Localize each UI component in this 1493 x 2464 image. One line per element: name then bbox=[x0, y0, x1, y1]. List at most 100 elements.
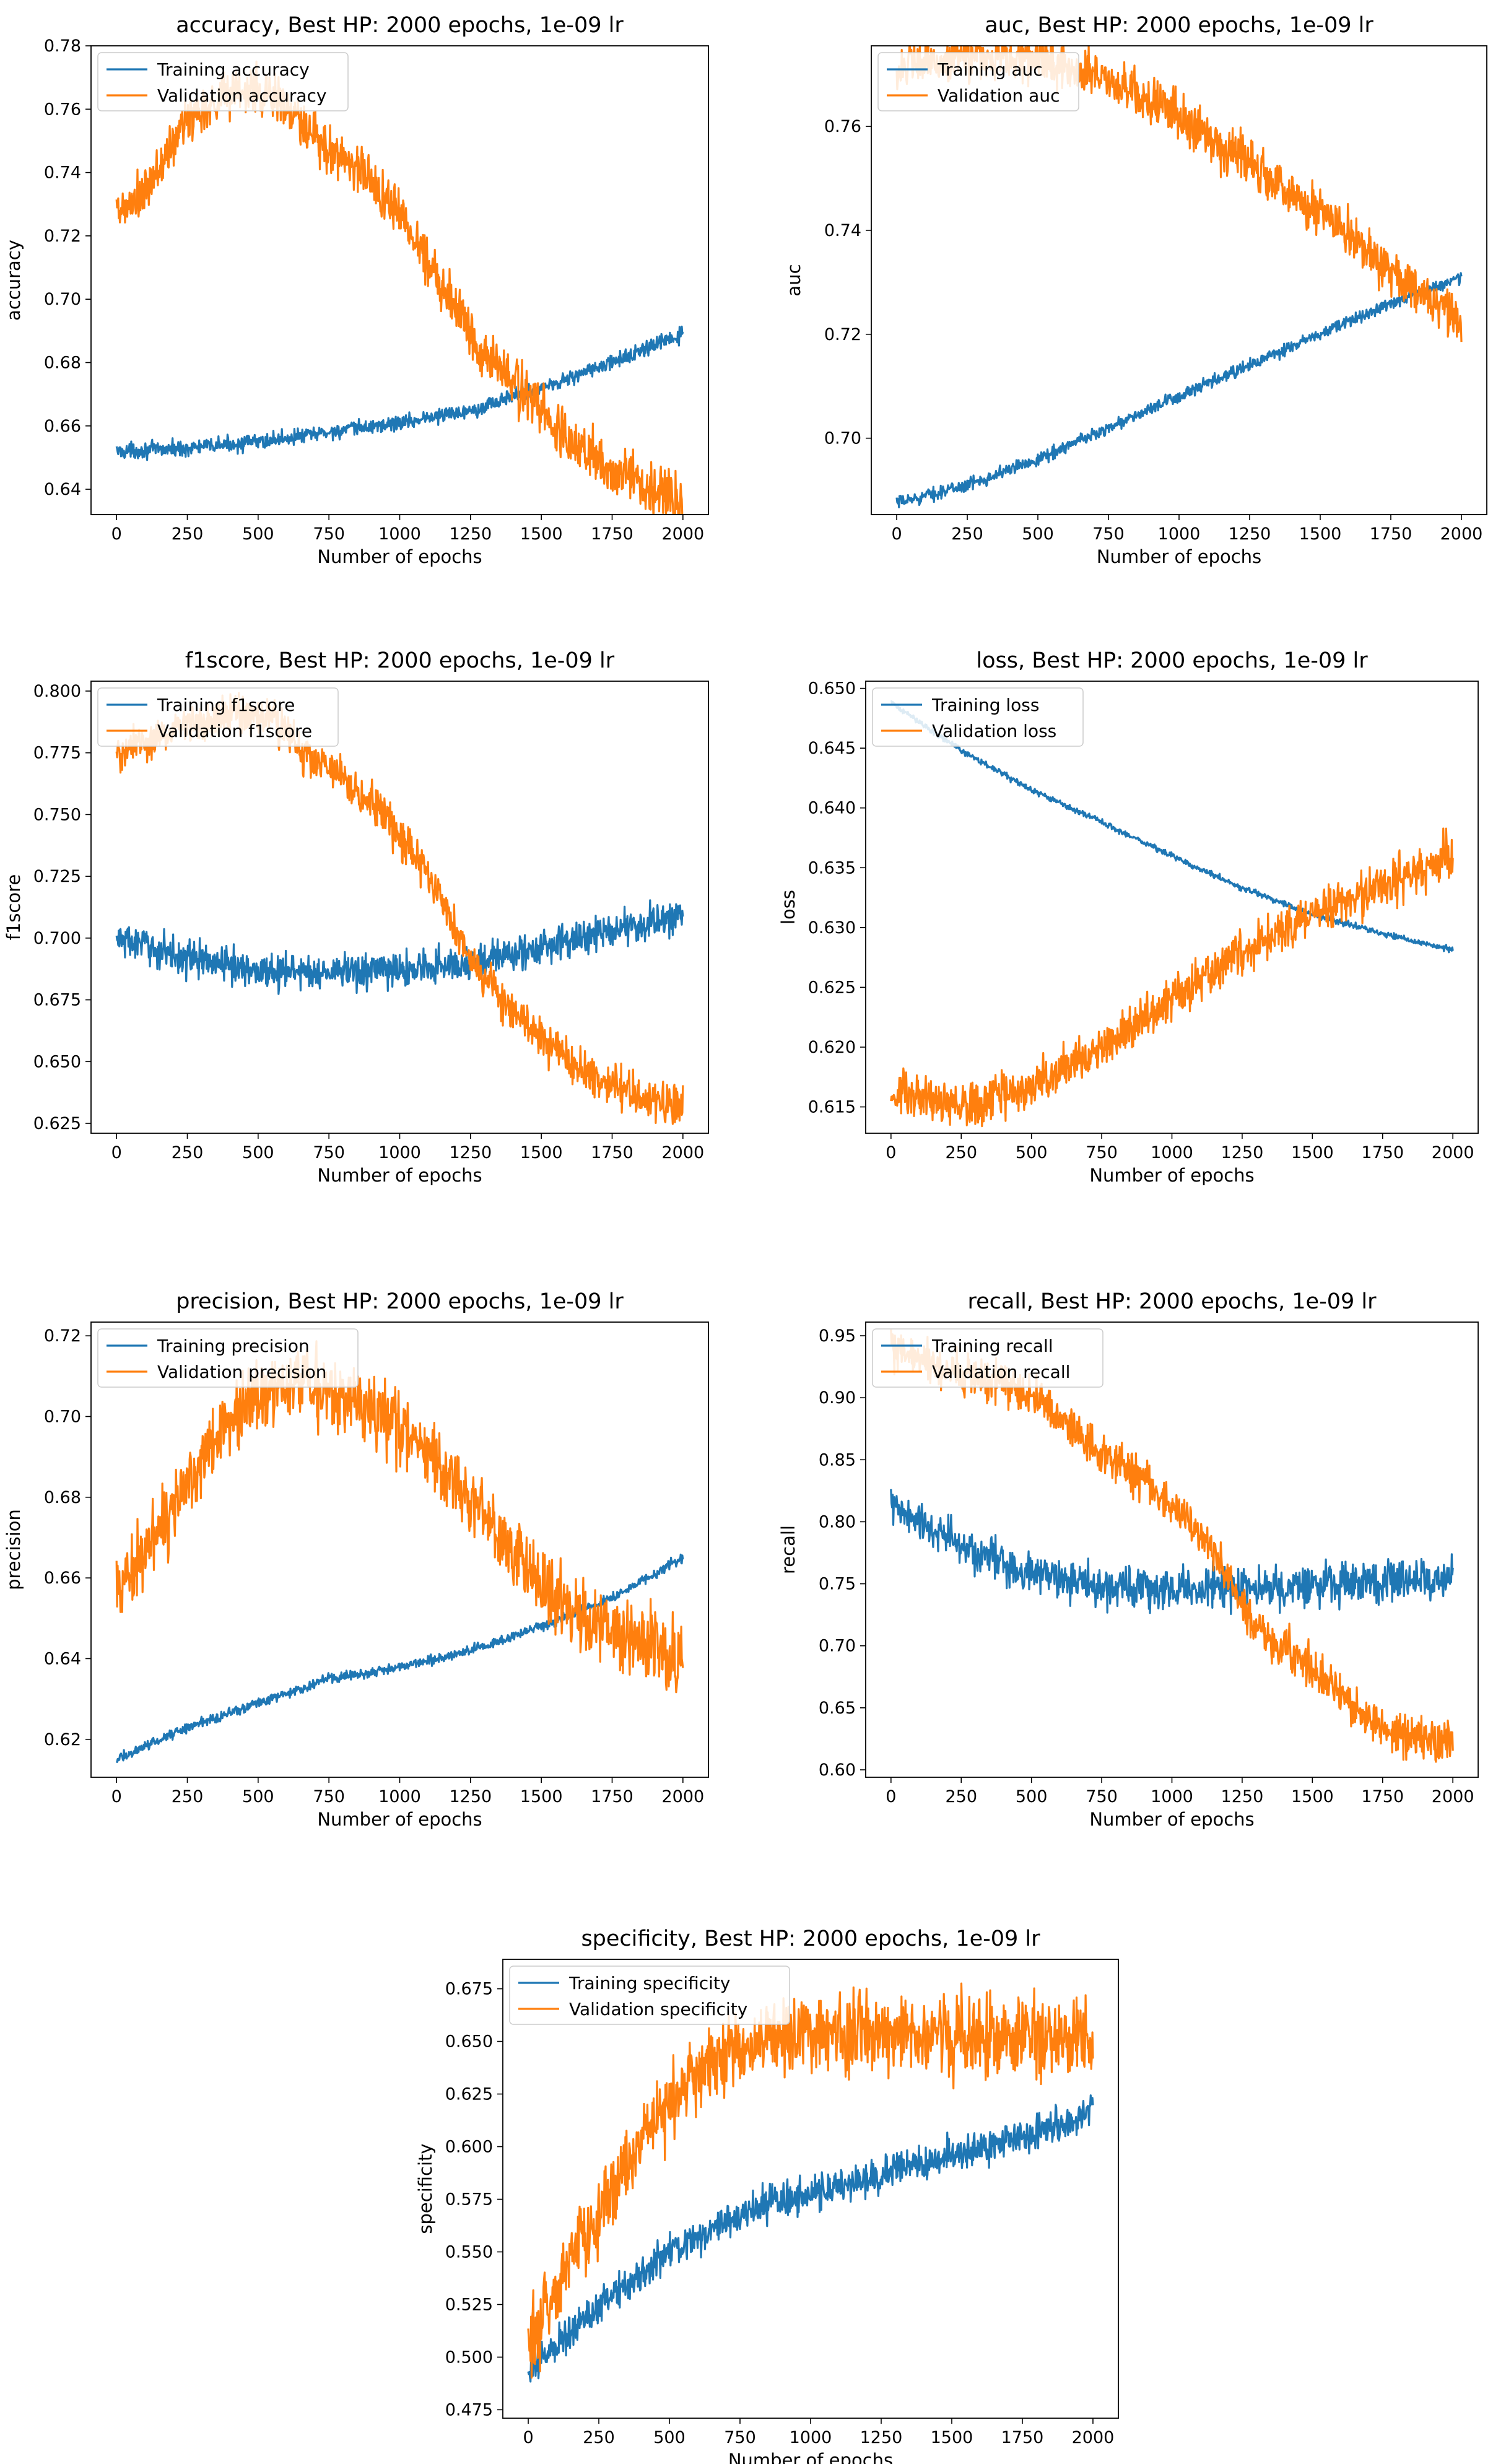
y-tick-label: 0.72 bbox=[44, 227, 81, 246]
series-line-training bbox=[895, 272, 1463, 508]
x-tick-label: 1250 bbox=[1221, 1787, 1264, 1806]
legend-box bbox=[509, 1966, 790, 2025]
x-tick-label: 1500 bbox=[520, 1143, 563, 1162]
legend: Training f1score Validation f1score bbox=[97, 687, 339, 747]
x-tick-label: 250 bbox=[172, 525, 204, 544]
x-tick-label: 500 bbox=[242, 1143, 274, 1162]
y-tick-label: 0.750 bbox=[33, 805, 81, 824]
legend-label-validation: Validation specificity bbox=[569, 1999, 747, 2019]
x-axis-label: Number of epochs bbox=[317, 1809, 482, 1830]
series-line-training bbox=[115, 325, 684, 461]
x-tick-label: 250 bbox=[945, 1143, 977, 1162]
chart-f1score: f1score, Best HP: 2000 epochs, 1e-09 lr 0… bbox=[3, 648, 709, 1186]
y-tick-label: 0.74 bbox=[824, 221, 861, 240]
x-tick-label: 1000 bbox=[790, 2428, 832, 2447]
x-tick-label: 750 bbox=[1092, 525, 1125, 544]
y-tick-label: 0.630 bbox=[808, 918, 856, 938]
y-tick-label: 0.64 bbox=[44, 1649, 81, 1668]
legend-label-training: Training recall bbox=[931, 1336, 1053, 1356]
legend-label-validation: Validation recall bbox=[932, 1362, 1070, 1382]
legend: Training specificity Validation specifici… bbox=[509, 1966, 790, 2025]
y-tick-label: 0.70 bbox=[819, 1637, 856, 1656]
y-tick-label: 0.68 bbox=[44, 1488, 81, 1507]
x-axis-label: Number of epochs bbox=[728, 2450, 893, 2464]
x-tick-label: 2000 bbox=[1432, 1143, 1474, 1162]
x-tick-label: 750 bbox=[313, 1143, 345, 1162]
x-axis-label: Number of epochs bbox=[1089, 1809, 1254, 1830]
x-axis-label: Number of epochs bbox=[317, 546, 482, 567]
series-line-validation bbox=[115, 1340, 684, 1694]
y-tick-label: 0.60 bbox=[819, 1761, 856, 1780]
legend: Training accuracy Validation accuracy bbox=[97, 52, 349, 111]
series-line-validation bbox=[527, 1982, 1094, 2379]
x-tick-label: 0 bbox=[111, 1143, 122, 1162]
plot-frame bbox=[90, 45, 709, 515]
y-tick-label: 0.625 bbox=[808, 978, 856, 997]
x-tick-label: 2000 bbox=[1440, 525, 1483, 544]
y-tick-label: 0.650 bbox=[445, 2032, 493, 2052]
y-tick-label: 0.675 bbox=[445, 1980, 493, 1999]
y-tick-label: 0.76 bbox=[824, 117, 861, 136]
x-tick-label: 250 bbox=[945, 1787, 977, 1806]
y-axis-label: f1score bbox=[3, 874, 24, 941]
x-tick-label: 1750 bbox=[1361, 1787, 1404, 1806]
chart-title: recall, Best HP: 2000 epochs, 1e-09 lr bbox=[968, 1289, 1377, 1314]
series-line-training bbox=[115, 1553, 684, 1763]
x-tick-label: 1500 bbox=[520, 1787, 563, 1806]
x-tick-label: 1500 bbox=[1299, 525, 1342, 544]
y-tick-label: 0.550 bbox=[445, 2242, 493, 2262]
y-tick-label: 0.700 bbox=[33, 929, 81, 948]
x-tick-label: 500 bbox=[653, 2428, 686, 2447]
y-axis-label: specificity bbox=[415, 2143, 436, 2234]
chart-title: specificity, Best HP: 2000 epochs, 1e-09… bbox=[581, 1926, 1040, 1951]
x-tick-label: 0 bbox=[111, 1787, 122, 1806]
y-tick-label: 0.68 bbox=[44, 353, 81, 372]
legend-label-validation: Validation f1score bbox=[157, 721, 312, 741]
legend-box bbox=[97, 52, 349, 111]
y-tick-label: 0.76 bbox=[44, 100, 81, 119]
x-tick-label: 500 bbox=[1016, 1143, 1048, 1162]
x-tick-label: 1750 bbox=[1370, 525, 1412, 544]
x-tick-label: 2000 bbox=[1432, 1787, 1474, 1806]
series-line-validation bbox=[115, 60, 684, 515]
y-tick-label: 0.640 bbox=[808, 799, 856, 818]
y-tick-label: 0.625 bbox=[445, 2085, 493, 2104]
y-axis-label: accuracy bbox=[3, 240, 24, 321]
y-tick-label: 0.645 bbox=[808, 739, 856, 758]
plot-frame bbox=[90, 1321, 709, 1778]
x-tick-label: 750 bbox=[724, 2428, 756, 2447]
legend-label-training: Training auc bbox=[937, 59, 1043, 80]
chart-precision: precision, Best HP: 2000 epochs, 1e-09 l… bbox=[3, 1289, 709, 1830]
chart-loss: loss, Best HP: 2000 epochs, 1e-09 lr 0 250… bbox=[778, 648, 1479, 1186]
y-tick-label: 0.775 bbox=[33, 744, 81, 763]
y-tick-label: 0.75 bbox=[819, 1575, 856, 1594]
y-tick-label: 0.725 bbox=[33, 867, 81, 886]
legend-label-validation: Validation accuracy bbox=[157, 85, 327, 106]
legend: Training recall Validation recall bbox=[872, 1328, 1103, 1388]
y-tick-label: 0.575 bbox=[445, 2190, 493, 2209]
x-tick-label: 2000 bbox=[661, 1787, 704, 1806]
chart-recall: recall, Best HP: 2000 epochs, 1e-09 lr 0 2… bbox=[778, 1289, 1479, 1830]
legend-label-validation: Validation precision bbox=[157, 1362, 326, 1382]
x-tick-label: 1000 bbox=[378, 1143, 421, 1162]
x-tick-label: 0 bbox=[891, 525, 902, 544]
x-tick-label: 0 bbox=[111, 525, 122, 544]
y-tick-label: 0.95 bbox=[819, 1326, 856, 1346]
x-tick-label: 500 bbox=[1022, 525, 1054, 544]
legend: Training precision Validation precision bbox=[97, 1328, 359, 1388]
series-line-training bbox=[115, 899, 684, 995]
x-tick-label: 250 bbox=[951, 525, 983, 544]
chart-title: f1score, Best HP: 2000 epochs, 1e-09 lr bbox=[185, 648, 615, 673]
x-tick-label: 750 bbox=[1086, 1787, 1118, 1806]
x-tick-label: 250 bbox=[172, 1787, 204, 1806]
y-tick-label: 0.72 bbox=[44, 1326, 81, 1346]
series-line-training bbox=[890, 1489, 1454, 1615]
chart-title: accuracy, Best HP: 2000 epochs, 1e-09 lr bbox=[176, 13, 624, 38]
x-tick-label: 250 bbox=[172, 1143, 204, 1162]
x-tick-label: 1500 bbox=[1291, 1143, 1334, 1162]
x-tick-label: 1750 bbox=[591, 1787, 633, 1806]
series-line-training bbox=[890, 700, 1454, 954]
y-tick-label: 0.65 bbox=[819, 1699, 856, 1718]
y-tick-label: 0.475 bbox=[445, 2400, 493, 2419]
x-tick-label: 1000 bbox=[378, 525, 421, 544]
